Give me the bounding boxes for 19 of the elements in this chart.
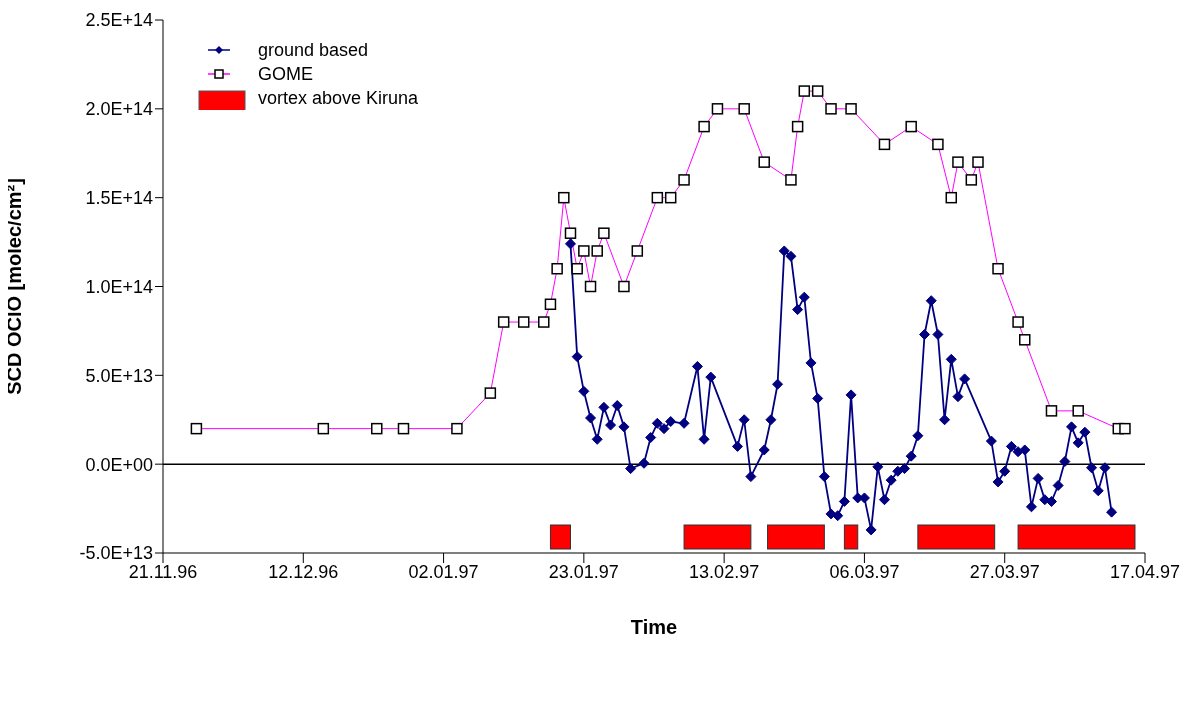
legend-label: GOME bbox=[258, 63, 314, 85]
y-tick-label: 1.0E+14 bbox=[85, 276, 153, 297]
x-tick-label: 27.03.97 bbox=[969, 561, 1040, 582]
y-tick-label: 2.5E+14 bbox=[85, 10, 153, 31]
legend-label: vortex above Kiruna bbox=[258, 87, 419, 109]
legend-label: ground based bbox=[258, 39, 369, 61]
x-tick-label: 13.02.97 bbox=[689, 561, 760, 582]
x-tick-label: 12.12.96 bbox=[268, 561, 339, 582]
x-tick-label: 17.04.97 bbox=[1109, 561, 1181, 582]
x-tick-label: 02.01.97 bbox=[408, 561, 479, 582]
y-tick-label: 0.0E+00 bbox=[85, 454, 153, 475]
y-tick-label: -5.0E+13 bbox=[79, 543, 153, 564]
y-tick-label: 2.0E+14 bbox=[85, 99, 153, 120]
x-tick-label: 21.11.96 bbox=[128, 561, 198, 582]
y-tick-label: 1.5E+14 bbox=[85, 188, 153, 209]
x-tick-label: 06.03.97 bbox=[829, 561, 900, 582]
y-tick-label: 5.0E+13 bbox=[85, 365, 153, 386]
x-axis-title: Time bbox=[630, 616, 678, 638]
x-tick-label: 23.01.97 bbox=[548, 561, 619, 582]
